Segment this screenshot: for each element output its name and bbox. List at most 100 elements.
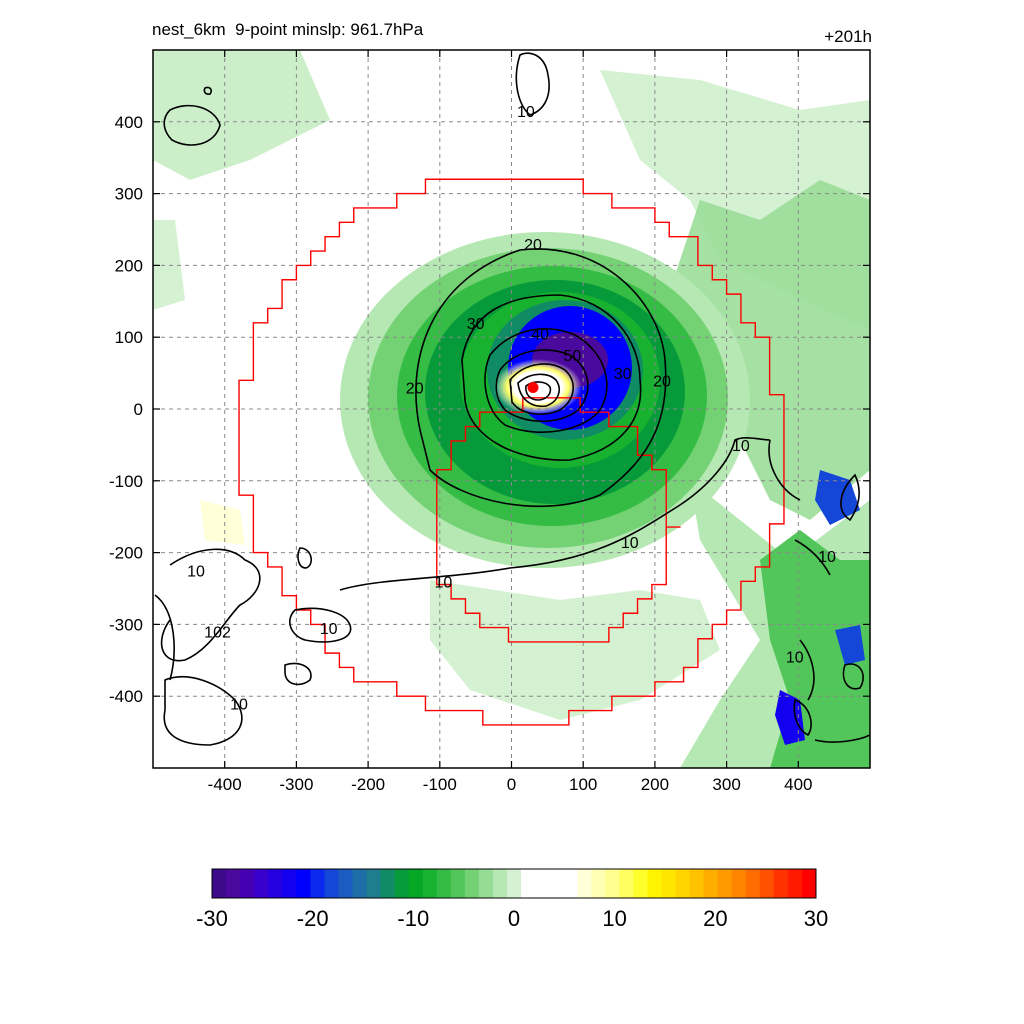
colorbar-swatch — [549, 869, 564, 898]
colorbar-tick-label: 0 — [508, 906, 520, 931]
colorbar-swatch — [689, 869, 705, 898]
colorbar-swatch — [352, 869, 368, 898]
colorbar-swatch — [450, 869, 466, 898]
y-tick-label: 200 — [115, 256, 143, 275]
contour-label: 30 — [467, 316, 485, 333]
contour-10-south — [339, 437, 771, 591]
y-tick-label: -300 — [109, 615, 143, 634]
y-tick-label: -200 — [109, 544, 143, 563]
x-tick-label: -400 — [208, 775, 242, 794]
y-tick-label: 300 — [115, 185, 143, 204]
contour-label: 10 — [320, 621, 338, 638]
colorbar-swatch — [282, 869, 297, 898]
colorbar: -30 -20 -10 0 10 20 30 — [196, 868, 828, 931]
contour-label: 10 — [621, 535, 639, 552]
storm-center-marker — [527, 381, 539, 393]
axis-layer: -400 -300 -200 -100 0 100 200 300 40040030020010… — [109, 50, 870, 794]
colorbar-swatch — [478, 869, 494, 898]
contour-label: 50 — [564, 348, 582, 365]
colorbar-tick-label: 10 — [602, 906, 626, 931]
colorbar-swatch — [787, 869, 803, 898]
contour-10-top — [515, 52, 550, 116]
colorbar-swatch — [591, 869, 606, 898]
colorbar-swatch — [324, 869, 339, 898]
x-tick-label: -200 — [351, 775, 385, 794]
colorbar-swatch — [675, 869, 691, 898]
wind-contour-layer — [154, 52, 870, 746]
colorbar-swatch — [296, 869, 311, 898]
colorbar-swatch — [731, 869, 747, 898]
colorbar-frame — [211, 868, 817, 899]
contour-label: 20 — [406, 380, 424, 397]
contour-label: 10 — [187, 564, 205, 581]
inner-nest-boundary — [436, 397, 681, 643]
colorbar-tick-label: -20 — [297, 906, 329, 931]
y-tick-label: 0 — [134, 400, 143, 419]
contour-label: 40 — [531, 327, 549, 344]
y-tick-label: -400 — [109, 687, 143, 706]
colorbar-swatch — [577, 869, 592, 898]
colorbar-tick-label: -10 — [397, 906, 429, 931]
colorbar-swatch — [633, 869, 648, 898]
colorbar-swatch — [605, 869, 620, 898]
contour-label: 10 — [434, 574, 452, 591]
contour-10-sw — [160, 548, 261, 662]
colorbar-swatch — [408, 869, 424, 898]
colorbar-swatch — [745, 869, 761, 898]
y-tick-label: 100 — [115, 328, 143, 347]
contour-label: 10 — [230, 696, 248, 713]
colorbar-swatch — [268, 869, 283, 898]
colorbar-swatch — [647, 869, 662, 898]
x-tick-label: -100 — [423, 775, 457, 794]
colorbar-swatch — [394, 869, 410, 898]
chart-title: nest_6km 9-point minslp: 961.7hPa — [152, 20, 424, 39]
colorbar-tick-label: 30 — [804, 906, 828, 931]
colorbar-swatch — [619, 869, 634, 898]
colorbar-swatch — [801, 869, 817, 898]
colorbar-swatch — [422, 869, 438, 898]
x-tick-label: 300 — [712, 775, 740, 794]
contour-label-layer: 10 20 30 40 50 30 20 20 10 10 10 10 10 102 10 10 10 — [187, 104, 836, 713]
contour-label: 20 — [524, 237, 542, 254]
contour-40 — [484, 328, 608, 433]
x-tick-label: 200 — [641, 775, 669, 794]
nest-domain-boundaries — [238, 178, 785, 726]
colorbar-swatch — [338, 869, 353, 898]
contour-label: 30 — [614, 366, 632, 383]
colorbar-swatch — [535, 869, 550, 898]
colorbar-swatch — [380, 869, 396, 898]
contour-label: 102 — [204, 625, 231, 642]
colorbar-tick-label: 20 — [703, 906, 727, 931]
y-tick-label: 400 — [115, 113, 143, 132]
colorbar-swatch — [226, 869, 241, 898]
colorbar-swatch — [366, 869, 382, 898]
contour-label: 10 — [818, 549, 836, 566]
x-tick-label: -300 — [279, 775, 313, 794]
colorbar-swatch — [506, 869, 522, 898]
colorbar-swatch — [563, 869, 578, 898]
colorbar-swatch — [703, 869, 719, 898]
colorbar-tick-label: -30 — [196, 906, 228, 931]
contour-label: 20 — [653, 373, 671, 390]
colorbar-swatch — [492, 869, 508, 898]
colorbar-swatch — [464, 869, 480, 898]
x-tick-label: 100 — [569, 775, 597, 794]
contour-label: 10 — [786, 650, 804, 667]
colorbar-swatch — [773, 869, 789, 898]
colorbar-swatch — [759, 869, 775, 898]
colorbar-swatch — [521, 869, 536, 898]
x-tick-label: 0 — [507, 775, 516, 794]
contour-label: 10 — [517, 104, 535, 121]
contour-label: 10 — [732, 438, 750, 455]
colorbar-swatch — [254, 869, 269, 898]
y-tick-label: -100 — [109, 472, 143, 491]
colorbar-swatch — [436, 869, 452, 898]
forecast-hour-label: +201h — [824, 27, 872, 46]
x-tick-label: 400 — [784, 775, 812, 794]
colorbar-swatch — [661, 869, 677, 898]
outer-nest-boundary — [238, 178, 785, 726]
contour-50 — [495, 349, 589, 423]
colorbar-swatch — [240, 869, 255, 898]
colorbar-swatch — [212, 869, 227, 898]
